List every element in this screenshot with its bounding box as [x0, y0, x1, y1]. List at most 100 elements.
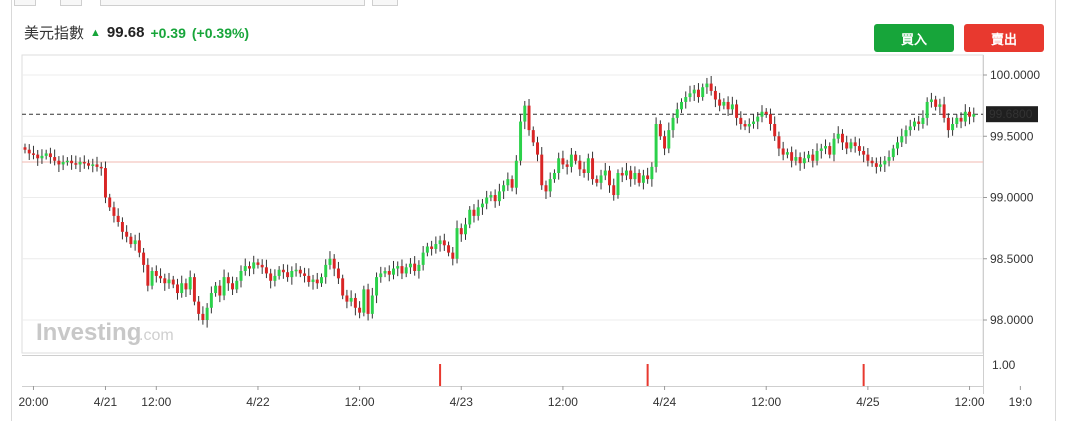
- candle-body: [184, 283, 188, 290]
- candle-body: [561, 158, 565, 165]
- candle-body: [874, 163, 878, 167]
- candle-body: [544, 185, 548, 192]
- candle-body: [65, 160, 69, 163]
- candle-body: [692, 89, 696, 94]
- candle-body: [277, 269, 281, 276]
- candle-body: [565, 164, 569, 167]
- candle-body: [650, 166, 654, 180]
- candle-body: [603, 170, 607, 176]
- price-change: +0.39: [150, 24, 186, 41]
- x-tick-label: 4/21: [94, 395, 118, 409]
- candle-body: [82, 161, 86, 164]
- candle-body: [794, 157, 798, 161]
- candle-body: [781, 148, 785, 155]
- candle-body: [824, 146, 828, 149]
- candle-body: [688, 93, 692, 98]
- candle-body: [298, 269, 302, 274]
- candle-body: [586, 158, 590, 173]
- candle-body: [887, 157, 891, 161]
- candle-body: [425, 246, 429, 253]
- settings-button[interactable]: [372, 0, 398, 6]
- volume-bar: [439, 364, 442, 386]
- candle-body: [408, 263, 412, 268]
- candle-body: [552, 173, 556, 180]
- candle-body: [103, 168, 107, 198]
- candle-body: [709, 83, 713, 91]
- candle-body: [616, 173, 620, 196]
- candle-body: [934, 99, 938, 107]
- candle-body: [142, 252, 146, 265]
- candle-body: [205, 307, 209, 320]
- candle-body: [815, 150, 819, 161]
- candle-body: [502, 185, 506, 192]
- candle-body: [231, 283, 235, 290]
- candle-body: [129, 236, 133, 245]
- volume-bar: [646, 364, 649, 386]
- chart-type-button[interactable]: [14, 0, 36, 6]
- candle-body: [624, 170, 628, 176]
- candle-body: [349, 297, 353, 302]
- candle-body: [646, 175, 650, 180]
- candle-body: [832, 138, 836, 155]
- candle-body: [57, 160, 61, 165]
- watermark-suffix: .com: [139, 327, 174, 344]
- candle-body: [968, 111, 972, 117]
- candle-body: [641, 175, 645, 183]
- candle-body: [222, 277, 226, 296]
- candle-body: [879, 164, 883, 167]
- candle-body: [218, 285, 222, 296]
- candle-body: [531, 130, 535, 143]
- candlestick-series: [23, 75, 976, 328]
- y-tick-label: 99.5000: [990, 129, 1034, 143]
- x-tick-label: 12:00: [345, 395, 375, 409]
- candle-body: [281, 269, 285, 273]
- candle-body: [472, 209, 476, 216]
- candle-body: [74, 163, 78, 165]
- candle-body: [239, 271, 243, 281]
- x-tick-label: 12:00: [141, 395, 171, 409]
- candle-body: [91, 164, 95, 166]
- y-axis: 100.0000 99.5000 99.0000 98.5000 98.0000: [983, 68, 1040, 327]
- candle-body: [36, 154, 40, 159]
- candle-body: [718, 99, 722, 106]
- candle-body: [904, 130, 908, 137]
- candle-body: [125, 231, 129, 237]
- candle-body: [430, 246, 434, 249]
- candle-body: [752, 121, 755, 124]
- y-tick-label: 98.0000: [990, 313, 1034, 327]
- candle-body: [256, 262, 260, 265]
- quote-header: 美元指數 ▲ 99.68 +0.39 (+0.39%): [24, 22, 249, 43]
- candle-body: [807, 154, 811, 159]
- plot-area-border: [21, 54, 984, 354]
- candle-body: [896, 142, 900, 149]
- price-change-percent: (+0.39%): [191, 24, 250, 41]
- candle-body: [735, 104, 739, 118]
- symbol-search-input[interactable]: [100, 0, 365, 6]
- instrument-name: 美元指數: [24, 25, 85, 42]
- candle-body: [510, 179, 514, 188]
- buy-button[interactable]: 買入: [874, 24, 954, 52]
- candle-body: [345, 295, 349, 302]
- candle-body: [730, 104, 734, 110]
- candle-body: [739, 117, 743, 124]
- candle-body: [95, 164, 99, 167]
- candle-body: [578, 160, 582, 170]
- candle-body: [514, 160, 518, 188]
- sell-button[interactable]: 賣出: [964, 24, 1044, 52]
- candle-body: [828, 146, 832, 155]
- x-tick-label: 20:00: [18, 395, 48, 409]
- indicator-button[interactable]: [60, 0, 82, 6]
- candle-body: [286, 272, 290, 278]
- candle-body: [264, 267, 268, 274]
- candle-body: [40, 155, 44, 159]
- candle-body: [527, 105, 531, 131]
- candle-body: [523, 105, 527, 122]
- candle-body: [133, 240, 137, 245]
- volume-pane: 1.00: [439, 358, 1016, 386]
- candle-body: [743, 124, 747, 127]
- candle-body: [311, 279, 315, 283]
- candle-body: [591, 158, 595, 180]
- candle-body: [790, 152, 794, 161]
- candle-body: [188, 277, 192, 290]
